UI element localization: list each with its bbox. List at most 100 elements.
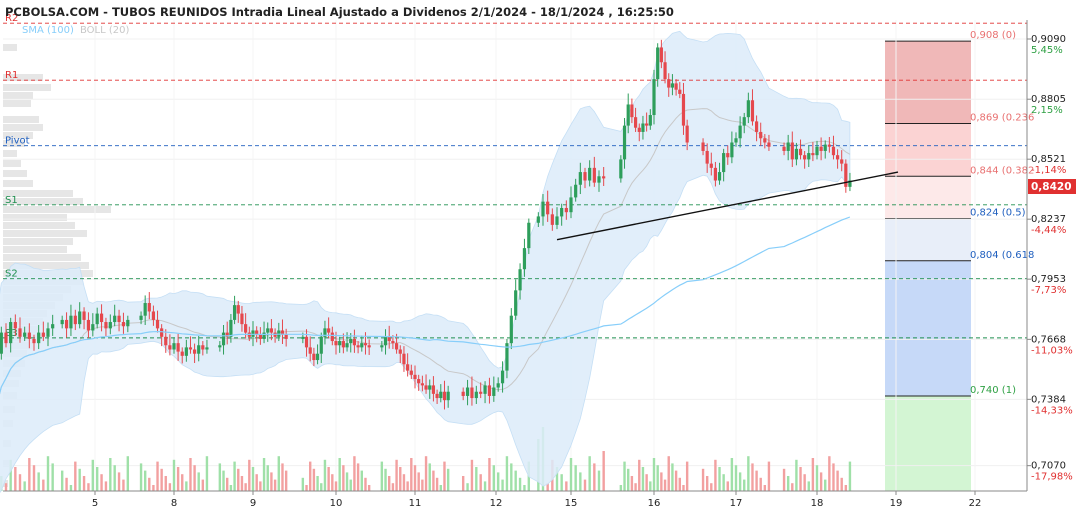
volume-bar <box>28 458 31 491</box>
x-tick-label: 15 <box>565 498 578 509</box>
volume-bar <box>555 467 559 491</box>
fibonacci-zone <box>885 41 971 124</box>
volume-bar <box>176 467 180 491</box>
x-tick-label: 8 <box>171 498 177 509</box>
volume-bar <box>37 472 40 491</box>
volume-bar <box>197 472 200 491</box>
volume-bar <box>682 485 685 491</box>
volume-bar <box>277 456 280 491</box>
candle-body <box>73 315 77 325</box>
volume-bar <box>660 472 663 491</box>
volume-bar <box>718 467 721 491</box>
volume-profile-bar <box>3 74 43 81</box>
candle-body <box>815 146 819 156</box>
volume-bar <box>201 479 205 491</box>
volume-bar <box>367 485 371 491</box>
x-tick-label: 16 <box>648 498 661 509</box>
volume-bar <box>786 476 790 491</box>
volume-bar <box>65 477 68 491</box>
volume-bar <box>380 461 384 491</box>
candle-body <box>819 146 823 151</box>
candle-body <box>78 311 82 325</box>
volume-bar <box>172 459 176 491</box>
volume-bar <box>18 474 22 491</box>
candle-body <box>522 248 527 270</box>
volume-profile-bar <box>3 214 67 221</box>
volume-bar <box>32 465 36 491</box>
volume-bar <box>360 470 363 491</box>
volume-profile-bar <box>3 170 27 177</box>
candle-body <box>754 121 759 132</box>
candle-body <box>750 100 755 122</box>
candle-body <box>391 341 395 344</box>
candle-body <box>205 347 209 350</box>
fibonacci-zone <box>885 395 971 491</box>
volume-bar <box>164 476 167 491</box>
candle-body <box>588 167 592 181</box>
candle-body <box>184 347 188 356</box>
candle-body <box>717 172 722 181</box>
fibonacci-label: 0,908 (0) <box>970 30 1016 41</box>
volume-bar <box>104 481 108 491</box>
candle-body <box>402 353 406 365</box>
legend-boll: BOLL (20) <box>80 25 130 36</box>
volume-bar <box>518 477 522 491</box>
candle-body <box>574 184 578 198</box>
volume-bar <box>384 468 387 491</box>
candle-body <box>541 201 545 217</box>
candle-body <box>352 338 357 346</box>
candle-body <box>139 315 143 320</box>
fibonacci-label: 0,844 (0.382 <box>970 165 1034 176</box>
volume-profile-bar <box>3 230 87 237</box>
volume-bar <box>656 465 659 491</box>
y-tick-percent: -1,14% <box>1031 165 1066 176</box>
candle-body <box>794 148 799 160</box>
candle-body <box>674 83 678 90</box>
fibonacci-zones <box>885 40 971 491</box>
candle-body <box>99 313 104 323</box>
volume-bar <box>583 479 587 491</box>
volume-bar <box>747 456 750 491</box>
y-tick-percent: 5,45% <box>1031 45 1063 56</box>
candle-body <box>356 345 360 348</box>
candle-body <box>229 319 233 337</box>
candle-body <box>417 379 421 384</box>
current-price-label: 0,8420 <box>1031 181 1072 193</box>
volume-bar <box>349 479 352 491</box>
candle-body <box>345 343 349 348</box>
candle-body <box>592 167 596 183</box>
candle-body <box>678 89 682 94</box>
candle-body <box>104 322 108 329</box>
volume-bar <box>667 456 670 491</box>
candle-body <box>176 343 180 352</box>
volume-bar <box>342 465 345 491</box>
volume-bar <box>738 472 742 491</box>
candle-body <box>428 385 432 390</box>
volume-bar <box>323 459 327 491</box>
volume-profile-bar <box>3 198 83 205</box>
volume-bar <box>674 470 678 491</box>
volume-bar <box>402 474 406 491</box>
volume-bar <box>565 481 568 491</box>
candle-body <box>266 328 270 333</box>
candle-body <box>759 131 763 139</box>
volume-profile-bar <box>3 160 21 167</box>
candle-body <box>827 144 831 147</box>
candle-body <box>164 336 168 346</box>
candle-body <box>626 104 630 126</box>
candle-body <box>168 345 172 350</box>
legend-sma: SMA (100) <box>22 25 74 36</box>
candle-body <box>225 332 229 337</box>
candle-body <box>155 319 160 329</box>
candle-body <box>424 385 428 390</box>
x-tick-label: 10 <box>330 498 343 509</box>
candle-body <box>367 345 371 348</box>
candle-body <box>201 345 205 350</box>
volume-bar <box>305 485 308 491</box>
volume-bar <box>483 481 487 491</box>
volume-bar <box>443 461 446 491</box>
volume-bar <box>844 485 848 491</box>
volume-bars <box>0 427 852 491</box>
candle-body <box>738 125 742 139</box>
fibonacci-label: 0,740 (1) <box>970 385 1016 396</box>
